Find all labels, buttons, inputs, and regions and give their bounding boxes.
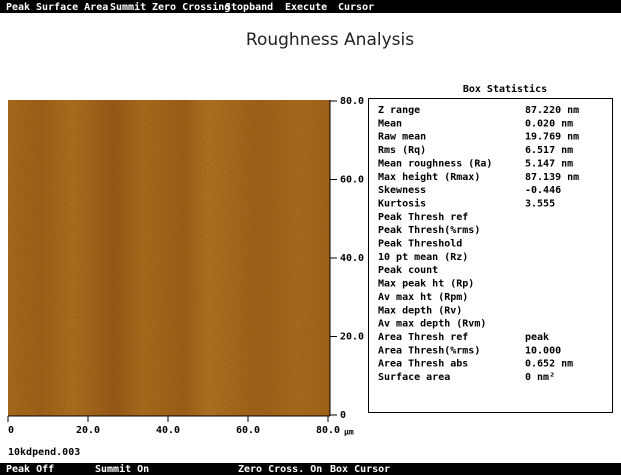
menu-item[interactable]: Summit (110, 1, 146, 13)
x-tick-label: 80.0 (316, 425, 340, 436)
dynamic: Peak Surface Area Summit Zero CrossingStopb… (6, 1, 579, 475)
y-tick-label: 80.0 (340, 96, 364, 107)
stats-title: Box Statistics (463, 83, 547, 95)
stat-label: Av max ht (Rpm) (378, 292, 468, 303)
stat-value: 87.220 nm (525, 105, 579, 116)
status-bar (0, 463, 621, 475)
stat-value: 87.139 nm (525, 172, 579, 183)
stat-label: Peak Thresh(%rms) (378, 225, 480, 236)
x-tick-label: 0 (8, 425, 14, 436)
y-tick-label: 20.0 (340, 332, 364, 343)
stat-label: Area Thresh abs (378, 359, 468, 370)
stat-value: 19.769 nm (525, 132, 579, 143)
menu-bar (0, 0, 621, 13)
y-tick-label: 0 (340, 410, 346, 421)
status-item: Summit On (95, 463, 149, 475)
status-item: Box Cursor (330, 464, 390, 475)
menu-item[interactable]: Execute (285, 2, 327, 13)
stat-label: Peak Threshold (378, 239, 462, 250)
menu-item[interactable]: Peak (6, 2, 30, 13)
page-title: Roughness Analysis (246, 30, 414, 50)
menu-item[interactable]: Stopband (225, 2, 273, 13)
stat-value: 0 nm² (525, 372, 555, 383)
stat-value: 0.020 nm (525, 118, 573, 129)
stat-value: -0.446 (525, 185, 561, 196)
stat-label: Raw mean (378, 132, 426, 143)
stat-label: Surface area (378, 372, 450, 383)
filename: 10kdpend.003 (8, 447, 80, 458)
stat-value: 3.555 (525, 198, 555, 209)
afm-texture (8, 100, 330, 416)
menu-item[interactable]: Cursor (338, 2, 374, 13)
status-item: Peak Off (6, 464, 54, 475)
stat-value: 10.000 (525, 345, 561, 356)
stat-label: Mean (378, 118, 402, 129)
stat-label: Max depth (Rv) (378, 305, 462, 316)
stat-label: Area Thresh(%rms) (378, 345, 480, 356)
stat-label: Peak Thresh ref (378, 212, 468, 223)
menu-item[interactable]: Zero Crossing (152, 1, 230, 13)
x-tick-label: 20.0 (76, 425, 100, 436)
stat-value: peak (525, 332, 549, 343)
stat-value: 6.517 nm (525, 145, 573, 156)
y-tick-label: 40.0 (340, 253, 364, 264)
stat-value: 0.652 nm (525, 359, 573, 370)
stat-label: Max peak ht (Rp) (378, 279, 474, 290)
x-unit: µm (344, 428, 354, 437)
status-item: Zero Cross. On (238, 464, 322, 475)
stat-label: Z range (378, 105, 420, 116)
stat-label: 10 pt mean (Rz) (378, 252, 468, 263)
stat-label: Rms (Rq) (378, 145, 426, 156)
menu-item[interactable]: Surface Area (36, 2, 108, 13)
stat-label: Max height (Rmax) (378, 171, 480, 183)
x-tick-label: 60.0 (236, 425, 260, 436)
stat-label: Mean roughness (Ra) (378, 158, 492, 169)
stat-label: Peak count (378, 265, 438, 276)
y-tick-label: 60.0 (340, 175, 364, 186)
stat-label: Kurtosis (378, 197, 426, 209)
stat-label: Skewness (378, 185, 426, 196)
x-tick-label: 40.0 (156, 425, 180, 436)
stat-label: Area Thresh ref (378, 332, 468, 343)
stat-label: Av max depth (Rvm) (378, 319, 486, 330)
stat-value: 5.147 nm (525, 158, 573, 169)
stats-box (368, 98, 613, 413)
